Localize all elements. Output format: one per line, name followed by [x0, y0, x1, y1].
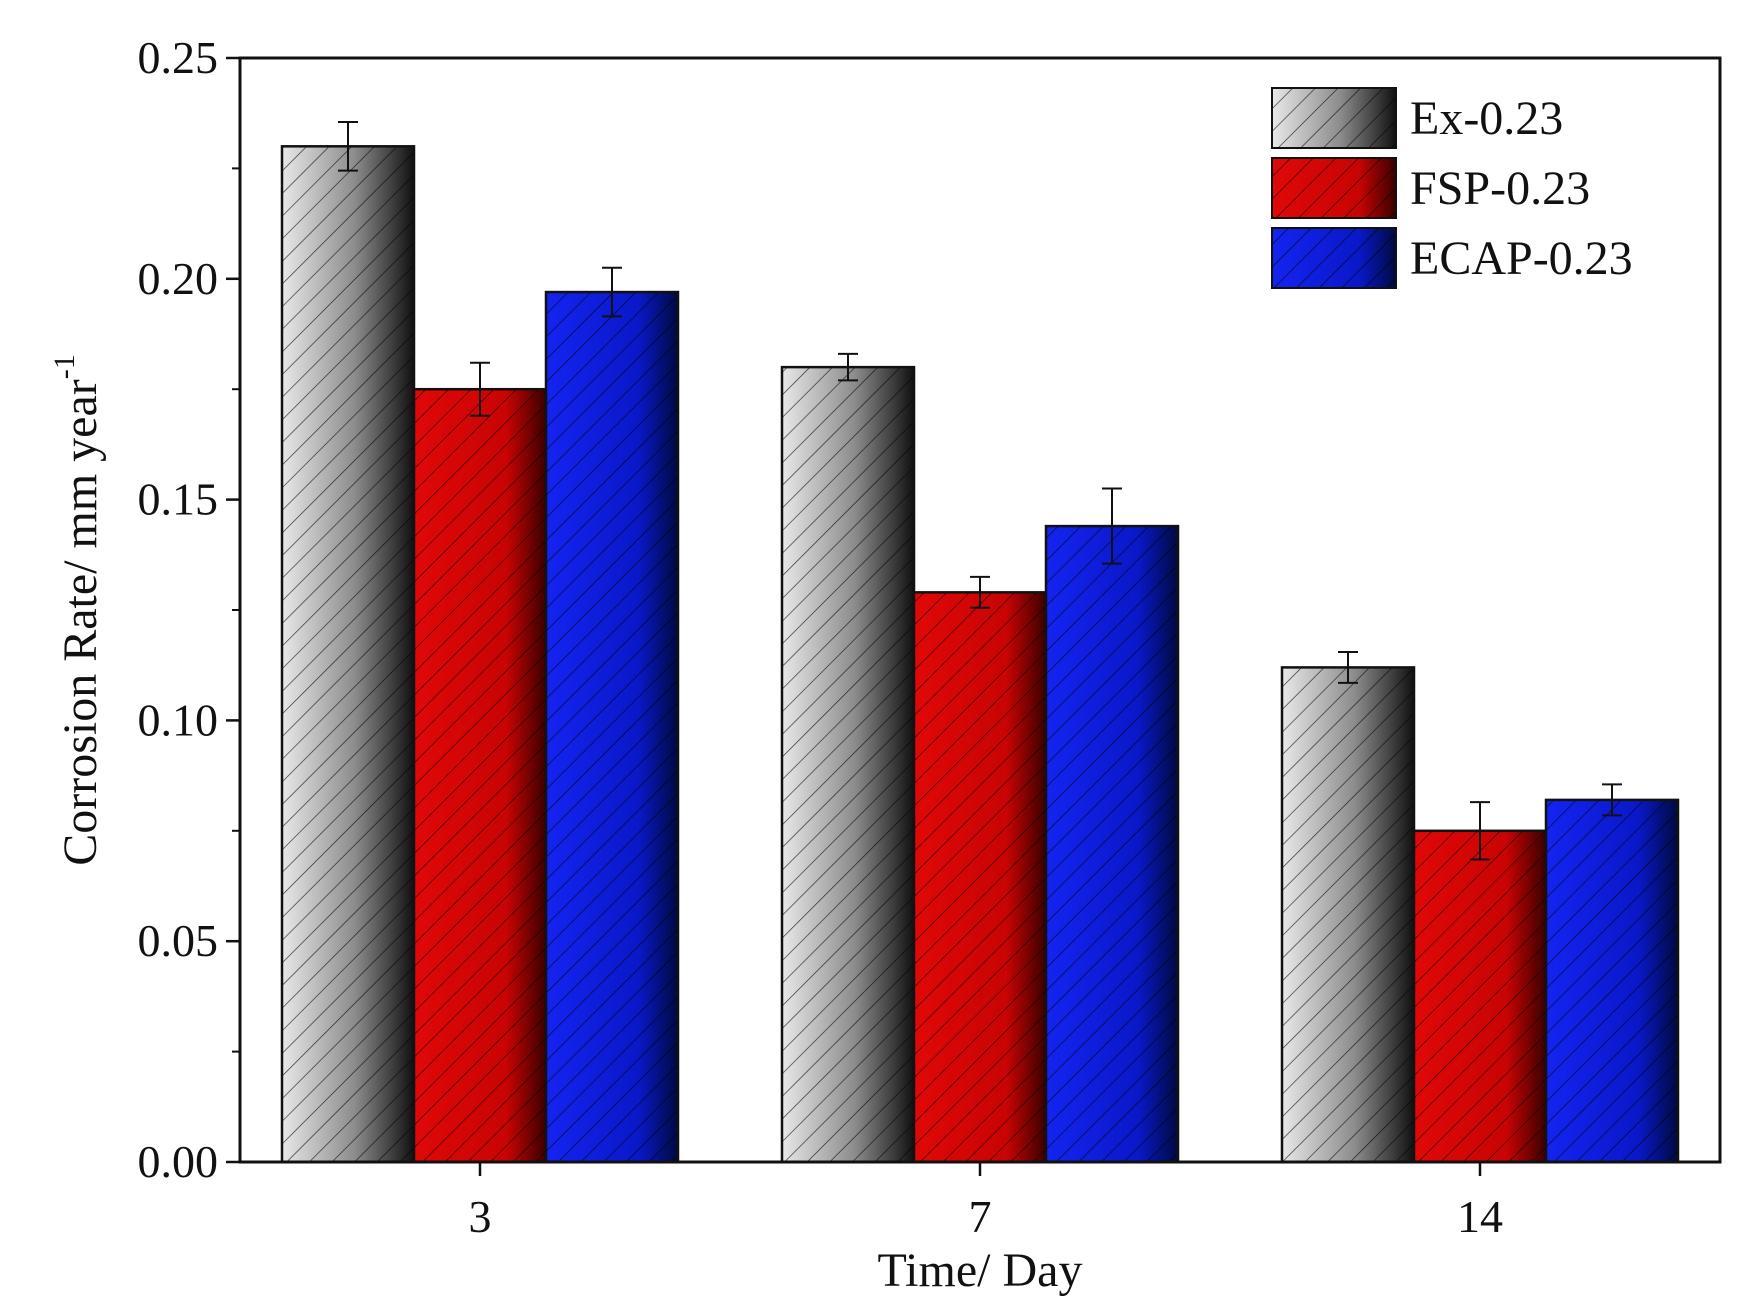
- bar-hatch: [1282, 667, 1414, 1162]
- bar-fsp-0-23-day-14: [1412, 829, 1548, 1164]
- legend-swatch-hatch: [1272, 88, 1396, 148]
- bar-hatch: [546, 292, 678, 1163]
- legend: Ex-0.23 FSP-0.23 ECAP-0.23: [1271, 87, 1633, 289]
- error-bar-fsp-0-23-day-14: [1470, 801, 1490, 861]
- error-bar-ecap-0-23-day-14: [1602, 783, 1622, 817]
- bar-ex-0-23-day-7: [780, 365, 916, 1164]
- bar-ex-0-23-day-3: [280, 145, 416, 1164]
- y-axis-title-text: Corrosion Rate/ mm year: [54, 379, 107, 866]
- bar-hatch: [282, 146, 414, 1162]
- legend-label: ECAP-0.23: [1410, 232, 1633, 285]
- legend-swatch-hatch: [1272, 158, 1396, 218]
- bar-ex-0-23-day-14: [1280, 666, 1416, 1164]
- legend-swatch-outline: [1271, 227, 1397, 289]
- legend-item-ex-0-23: Ex-0.23: [1271, 87, 1563, 149]
- bar-fsp-0-23-day-7: [912, 591, 1048, 1164]
- error-bar-ecap-0-23-day-3: [602, 266, 622, 318]
- bar-hatch: [782, 367, 914, 1162]
- y-tick-label: 0.25: [138, 32, 219, 83]
- y-tick-label: 0.00: [138, 1136, 219, 1187]
- error-bar-ex-0-23-day-7: [838, 352, 858, 382]
- y-tick-label: 0.05: [138, 915, 219, 966]
- bar-ecap-0-23-day-7: [1044, 524, 1180, 1164]
- legend-item-fsp-0-23: FSP-0.23: [1271, 157, 1590, 219]
- x-tick-label: 14: [1457, 1191, 1503, 1242]
- x-tick-label: 7: [969, 1191, 992, 1242]
- error-bar-fsp-0-23-day-7: [970, 575, 990, 609]
- bar-fsp-0-23-day-3: [412, 387, 548, 1164]
- x-axis-ticks: 3 7 14: [469, 1162, 1503, 1242]
- legend-swatch-hatch: [1272, 228, 1396, 288]
- legend-swatch-outline: [1271, 87, 1397, 149]
- y-tick-label: 0.10: [138, 694, 219, 745]
- error-bar-fsp-0-23-day-3: [470, 361, 490, 417]
- bars-layer: [280, 145, 1680, 1164]
- y-tick-label: 0.20: [138, 253, 219, 304]
- error-bar-ex-0-23-day-14: [1338, 650, 1358, 684]
- y-tick-label: 0.15: [138, 474, 219, 525]
- error-bars-layer: [338, 121, 1622, 861]
- error-bar-ecap-0-23-day-7: [1102, 487, 1122, 565]
- legend-label: FSP-0.23: [1410, 162, 1590, 215]
- x-tick-label: 3: [469, 1191, 492, 1242]
- legend-swatch-outline: [1271, 157, 1397, 219]
- y-axis-title-superscript: -1: [48, 354, 81, 379]
- bar-hatch: [1546, 799, 1678, 1162]
- legend-label: Ex-0.23: [1410, 92, 1563, 145]
- bar-ecap-0-23-day-14: [1544, 798, 1680, 1164]
- y-axis-title: Corrosion Rate/ mm year-1: [48, 354, 107, 866]
- bar-hatch: [1046, 526, 1178, 1162]
- bar-ecap-0-23-day-3: [544, 290, 680, 1164]
- bar-hatch: [1414, 830, 1546, 1162]
- bar-hatch: [914, 592, 1046, 1162]
- x-axis-title: Time/ Day: [878, 1244, 1083, 1297]
- bar-hatch: [414, 389, 546, 1162]
- error-bar-ex-0-23-day-3: [338, 121, 358, 172]
- y-axis-ticks: 0.00 0.05 0.10 0.15 0.20 0.25: [138, 32, 240, 1187]
- legend-item-ecap-0-23: ECAP-0.23: [1271, 227, 1633, 289]
